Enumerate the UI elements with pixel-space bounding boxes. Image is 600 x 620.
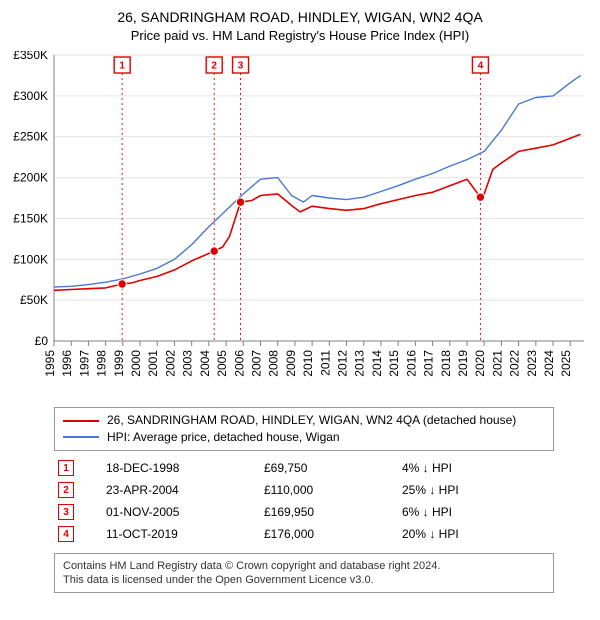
- svg-text:2002: 2002: [163, 350, 177, 377]
- transaction-marker: 3: [58, 504, 74, 520]
- transaction-price: £169,950: [260, 501, 398, 523]
- svg-text:2025: 2025: [559, 350, 573, 377]
- svg-text:£100K: £100K: [13, 252, 48, 266]
- legend-item: HPI: Average price, detached house, Wiga…: [63, 429, 545, 446]
- svg-text:£300K: £300K: [13, 89, 48, 103]
- svg-text:1: 1: [119, 61, 125, 72]
- transaction-date: 23-APR-2004: [102, 479, 260, 501]
- svg-text:2017: 2017: [422, 350, 436, 377]
- svg-text:2012: 2012: [336, 350, 350, 377]
- svg-text:2009: 2009: [284, 350, 298, 377]
- transaction-price: £110,000: [260, 479, 398, 501]
- footnote-line-2: This data is licensed under the Open Gov…: [63, 573, 545, 587]
- table-row: 4 11-OCT-2019£176,00020% ↓ HPI: [54, 523, 554, 545]
- legend-swatch: [63, 436, 99, 438]
- svg-text:2006: 2006: [232, 350, 246, 377]
- table-row: 3 01-NOV-2005£169,9506% ↓ HPI: [54, 501, 554, 523]
- chart-title: 26, SANDRINGHAM ROAD, HINDLEY, WIGAN, WN…: [10, 8, 590, 26]
- svg-text:£200K: £200K: [13, 171, 48, 185]
- svg-text:2020: 2020: [473, 350, 487, 377]
- transaction-marker: 1: [58, 460, 74, 476]
- svg-text:1999: 1999: [112, 350, 126, 377]
- chart-plot-area: £0 £50K £100K £150K £200K £250K £300K £350K 1995…: [10, 51, 590, 401]
- svg-text:2005: 2005: [215, 350, 229, 377]
- footnote: Contains HM Land Registry data © Crown c…: [54, 553, 554, 594]
- svg-text:2008: 2008: [267, 350, 281, 377]
- svg-text:2014: 2014: [370, 350, 384, 377]
- transactions-table: 1 18-DEC-1998£69,7504% ↓ HPI 2 23-APR-2004£…: [54, 457, 554, 545]
- transaction-marker: 4: [58, 526, 74, 542]
- svg-text:2011: 2011: [318, 350, 332, 376]
- svg-text:£350K: £350K: [13, 51, 48, 62]
- transaction-delta: 20% ↓ HPI: [398, 523, 554, 545]
- transaction-delta: 4% ↓ HPI: [398, 457, 554, 479]
- svg-text:2007: 2007: [249, 350, 263, 377]
- transaction-date: 01-NOV-2005: [102, 501, 260, 523]
- svg-text:1997: 1997: [77, 350, 91, 377]
- svg-text:2021: 2021: [490, 350, 504, 377]
- transaction-delta: 25% ↓ HPI: [398, 479, 554, 501]
- svg-text:2023: 2023: [525, 350, 539, 377]
- svg-text:3: 3: [238, 61, 244, 72]
- chart-svg: £0 £50K £100K £150K £200K £250K £300K £350K 1995…: [10, 51, 590, 401]
- svg-text:1996: 1996: [60, 350, 74, 377]
- svg-text:2010: 2010: [301, 350, 315, 377]
- svg-text:2000: 2000: [129, 350, 143, 377]
- chart-container: 26, SANDRINGHAM ROAD, HINDLEY, WIGAN, WN…: [0, 0, 600, 620]
- transaction-date: 18-DEC-1998: [102, 457, 260, 479]
- svg-text:2013: 2013: [353, 350, 367, 377]
- svg-text:£250K: £250K: [13, 130, 48, 144]
- svg-text:2015: 2015: [387, 350, 401, 377]
- table-row: 1 18-DEC-1998£69,7504% ↓ HPI: [54, 457, 554, 479]
- legend-label: 26, SANDRINGHAM ROAD, HINDLEY, WIGAN, WN…: [107, 412, 516, 429]
- svg-text:2018: 2018: [439, 350, 453, 377]
- svg-text:2024: 2024: [542, 350, 556, 377]
- transaction-delta: 6% ↓ HPI: [398, 501, 554, 523]
- svg-text:2004: 2004: [198, 350, 212, 377]
- legend-item: 26, SANDRINGHAM ROAD, HINDLEY, WIGAN, WN…: [63, 412, 545, 429]
- svg-text:1995: 1995: [43, 350, 57, 377]
- svg-text:2003: 2003: [181, 350, 195, 377]
- svg-text:£0: £0: [35, 334, 49, 348]
- svg-text:2001: 2001: [146, 350, 160, 377]
- table-row: 2 23-APR-2004£110,00025% ↓ HPI: [54, 479, 554, 501]
- chart-subtitle: Price paid vs. HM Land Registry's House …: [10, 28, 590, 43]
- transaction-marker: 2: [58, 482, 74, 498]
- svg-text:2: 2: [211, 61, 217, 72]
- svg-text:£150K: £150K: [13, 212, 48, 226]
- legend-swatch: [63, 420, 99, 422]
- footnote-line-1: Contains HM Land Registry data © Crown c…: [63, 559, 545, 573]
- svg-text:1998: 1998: [95, 350, 109, 377]
- legend: 26, SANDRINGHAM ROAD, HINDLEY, WIGAN, WN…: [54, 407, 554, 451]
- svg-text:2016: 2016: [404, 350, 418, 377]
- transaction-date: 11-OCT-2019: [102, 523, 260, 545]
- legend-label: HPI: Average price, detached house, Wiga…: [107, 429, 340, 446]
- transaction-price: £69,750: [260, 457, 398, 479]
- svg-text:2022: 2022: [508, 350, 522, 377]
- svg-text:4: 4: [478, 61, 484, 72]
- svg-text:2019: 2019: [456, 350, 470, 377]
- transaction-price: £176,000: [260, 523, 398, 545]
- svg-text:£50K: £50K: [20, 293, 48, 307]
